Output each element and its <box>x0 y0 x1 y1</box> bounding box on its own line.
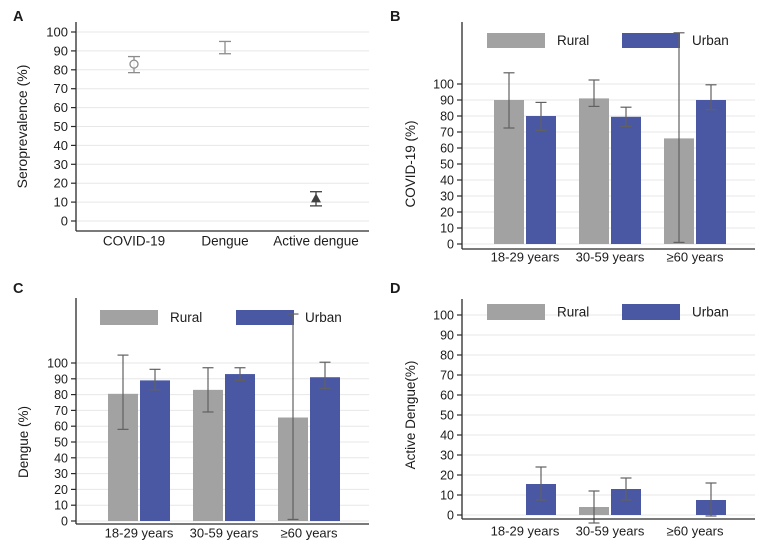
chart-canvas: 0 10 20 30 40 50 60 70 80 90 100 COVID-19 Dengue Acti… <box>13 9 369 249</box>
y-tick-label: 40 <box>440 174 454 188</box>
y-tick-label: 100 <box>46 25 68 40</box>
legend-swatch-rural <box>100 310 158 325</box>
legend-label-rural: Rural <box>170 310 202 325</box>
legend-swatch-urban <box>622 33 680 48</box>
x-category-label: ≥60 years <box>281 526 338 541</box>
y-tick-label: 90 <box>54 372 68 386</box>
y-tick-label: 80 <box>440 110 454 124</box>
y-axis-title: Dengue (%) <box>16 406 31 478</box>
legend-swatch-rural <box>487 33 545 48</box>
x-category-label: 18-29 years <box>105 526 174 541</box>
y-tick-label: 0 <box>447 238 454 252</box>
y-tick-label: 30 <box>54 467 68 481</box>
legend-label-rural: Rural <box>557 305 589 320</box>
x-category-label: 18-29 years <box>491 524 560 539</box>
y-tick-label: 60 <box>440 389 454 403</box>
panel-letter: C <box>13 281 24 297</box>
panel-b-covid19-bar-chart: Rural Urban 0 10 20 30 40 50 60 70 80 90 100 18-29 ye… <box>381 0 763 272</box>
y-tick-label: 70 <box>440 126 454 140</box>
y-tick-label: 10 <box>54 499 68 513</box>
x-category-label: ≥60 years <box>667 250 724 265</box>
x-category-label: Active dengue <box>273 234 359 249</box>
panel-letter: A <box>13 9 24 25</box>
y-tick-label: 10 <box>54 195 68 210</box>
x-category-label: Dengue <box>201 234 248 249</box>
y-tick-label: 20 <box>440 469 454 483</box>
y-tick-label: 100 <box>433 309 454 323</box>
open-circle-marker <box>129 59 139 69</box>
x-category-label: 30-59 years <box>576 250 645 265</box>
y-tick-label: 30 <box>54 157 68 172</box>
y-tick-label: 0 <box>447 509 454 523</box>
y-tick-label: 50 <box>54 119 68 134</box>
y-tick-label: 90 <box>440 329 454 343</box>
y-tick-label: 0 <box>61 214 68 229</box>
legend-label-urban: Urban <box>692 33 729 48</box>
y-tick-label: 50 <box>440 158 454 172</box>
y-axis-title: Active Dengue(%) <box>403 361 418 470</box>
bar-urban-≥60 years <box>696 100 726 244</box>
bar-urban-18-29 years <box>526 116 556 244</box>
y-tick-label: 90 <box>54 43 68 58</box>
y-tick-label: 70 <box>54 404 68 418</box>
y-tick-label: 40 <box>54 138 68 153</box>
y-tick-label: 0 <box>61 515 68 529</box>
x-category-label: 18-29 years <box>491 250 560 265</box>
y-tick-label: 50 <box>54 436 68 450</box>
x-category-label: COVID-19 <box>103 234 165 249</box>
bar-urban-≥60 years <box>310 377 340 521</box>
y-tick-label: 70 <box>54 81 68 96</box>
panel-d-active-dengue-bar-chart: Rural Urban 0 10 20 30 40 50 60 70 80 90 100 18-29 ye… <box>381 272 763 545</box>
panel-letter: B <box>390 9 400 25</box>
y-tick-label: 80 <box>54 62 68 77</box>
x-category-label: 30-59 years <box>576 524 645 539</box>
chart-canvas: Rural Urban 0 10 20 30 40 50 60 70 80 90 100 18-29 ye… <box>390 9 755 265</box>
y-tick-label: 40 <box>54 451 68 465</box>
y-tick-label: 80 <box>54 388 68 402</box>
y-tick-label: 30 <box>440 190 454 204</box>
y-tick-label: 100 <box>47 357 68 371</box>
y-tick-label: 80 <box>440 349 454 363</box>
panel-c-dengue-bar-chart: Rural Urban 0 10 20 30 40 50 60 70 80 90 100 18-29 ye… <box>0 272 381 545</box>
x-category-label: ≥60 years <box>667 524 724 539</box>
legend-swatch-urban <box>622 304 680 320</box>
y-axis-title: COVID-19 (%) <box>403 120 418 207</box>
y-tick-label: 50 <box>440 409 454 423</box>
filled-triangle-marker <box>311 193 321 203</box>
legend-swatch-urban <box>236 310 294 325</box>
y-tick-label: 100 <box>433 78 454 92</box>
y-tick-label: 10 <box>440 222 454 236</box>
bar-urban-18-29 years <box>140 380 170 521</box>
y-tick-label: 10 <box>440 489 454 503</box>
y-tick-label: 20 <box>54 483 68 497</box>
legend-swatch-rural <box>487 304 545 320</box>
y-tick-label: 90 <box>440 94 454 108</box>
y-tick-label: 60 <box>440 142 454 156</box>
y-tick-label: 60 <box>54 100 68 115</box>
chart-canvas: Rural Urban 0 10 20 30 40 50 60 70 80 90 100 18-29 ye… <box>390 281 755 539</box>
y-tick-label: 20 <box>440 206 454 220</box>
panel-letter: D <box>390 281 400 297</box>
bar-rural-30-59 years <box>579 98 609 245</box>
bar-urban-30-59 years <box>611 116 641 244</box>
legend-label-urban: Urban <box>692 305 729 320</box>
y-tick-label: 40 <box>440 429 454 443</box>
bar-urban-30-59 years <box>225 374 255 521</box>
panel-a-seroprevalence-scatter: 0 10 20 30 40 50 60 70 80 90 100 COVID-19 Dengue Acti… <box>0 0 381 272</box>
y-tick-label: 70 <box>440 369 454 383</box>
legend-label-rural: Rural <box>557 33 589 48</box>
y-tick-label: 60 <box>54 420 68 434</box>
y-axis-title: Seroprevalence (%) <box>14 65 30 189</box>
y-tick-label: 20 <box>54 176 68 191</box>
legend-label-urban: Urban <box>305 310 342 325</box>
y-tick-label: 30 <box>440 449 454 463</box>
x-category-label: 30-59 years <box>190 526 259 541</box>
